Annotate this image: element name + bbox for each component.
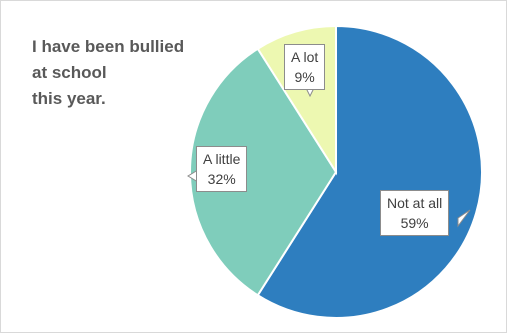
slice-label-a-little-name: A little	[203, 151, 241, 167]
slice-label-a-lot-name: A lot	[291, 49, 319, 65]
callout-pointer-not-at-all	[457, 209, 471, 228]
slice-label-not-at-all: Not at all 59%	[380, 190, 450, 236]
slice-label-a-lot: A lot 9%	[284, 44, 326, 90]
chart-title-line-2: at school	[32, 63, 107, 82]
chart-title-line-3: this year.	[32, 89, 106, 108]
pie-slice-not-at-all	[256, 24, 483, 319]
slice-label-a-little-value: 32%	[207, 171, 236, 187]
chart-title-line-1: I have been bullied	[32, 37, 185, 56]
chart-title: I have been bullied at school this year.	[32, 34, 232, 112]
pie-slice-a-little	[189, 47, 338, 297]
slice-label-a-lot-value: 9%	[294, 69, 315, 85]
slice-label-not-at-all-value: 59%	[400, 215, 429, 231]
slice-label-not-at-all-name: Not at all	[387, 195, 443, 211]
slice-label-a-little: A little 32%	[196, 146, 248, 192]
